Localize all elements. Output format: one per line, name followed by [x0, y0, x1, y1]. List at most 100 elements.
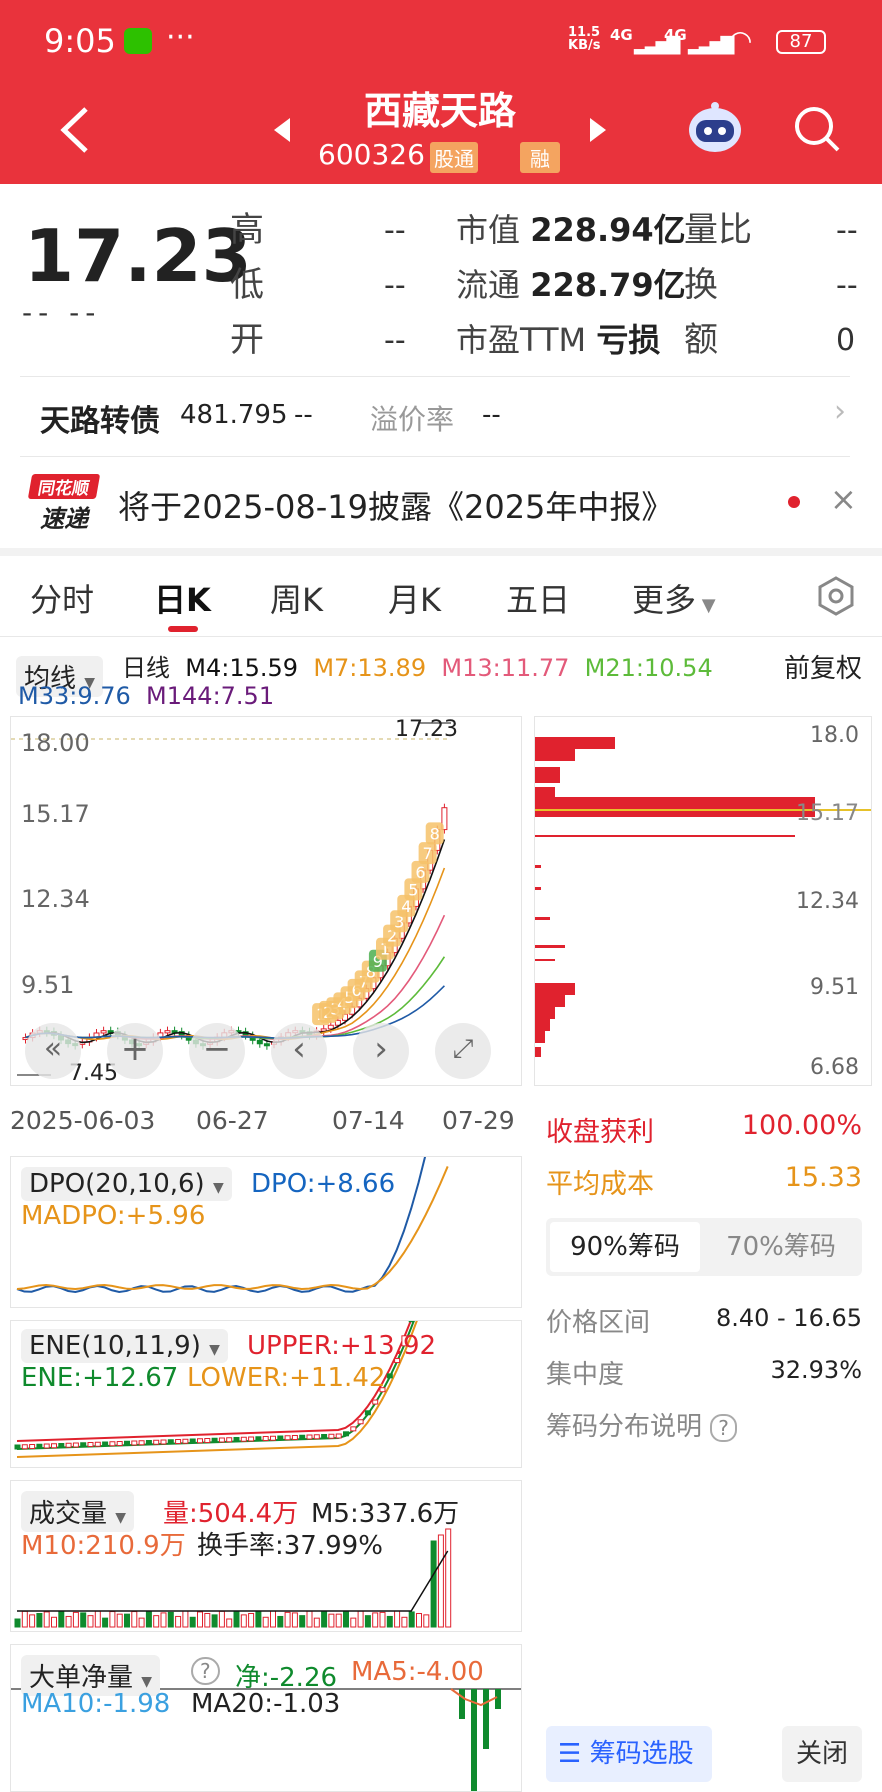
tab-intraday[interactable]: 分时 — [30, 581, 95, 619]
help-icon[interactable]: ? — [191, 1657, 220, 1685]
volume-indicator-dropdown[interactable]: 成交量 ▼ — [21, 1491, 135, 1532]
td-count-label: 6 — [415, 863, 425, 882]
tab-five-day[interactable]: 五日 — [506, 581, 571, 619]
high-label: 高 — [230, 210, 264, 250]
tab-daily-k[interactable]: 日K — [154, 581, 211, 619]
td-count-badge — [418, 842, 437, 865]
volume-bar — [65, 1615, 72, 1628]
volume-bar — [80, 1612, 87, 1628]
volume-bar — [51, 1616, 57, 1628]
candle — [100, 1030, 107, 1034]
zoom-out-icon[interactable]: − — [189, 1023, 245, 1079]
bond-change: -- — [294, 400, 313, 430]
chip-y-tick: 12.34 — [796, 889, 859, 914]
turnover-rate: 换手率:37.99% — [197, 1525, 383, 1562]
volume-bar — [343, 1611, 349, 1628]
vol-ratio-value: -- — [836, 213, 858, 248]
search-icon[interactable] — [792, 104, 842, 154]
volume-bar — [87, 1615, 94, 1628]
back-icon[interactable] — [58, 105, 92, 155]
next-stock-icon[interactable] — [588, 116, 608, 144]
volume-m5: M5:337.6万 — [311, 1499, 460, 1529]
candle — [263, 1043, 270, 1047]
chip-bar — [535, 887, 541, 890]
convertible-bond-row[interactable]: 天路转债 481.795 -- 溢价率 -- › — [20, 388, 862, 452]
signal-4g-2: 4G — [664, 26, 687, 44]
volume-bar — [167, 1611, 174, 1628]
dpo-name: DPO(20,10,6) — [29, 1169, 205, 1199]
volume-m10: M10:210.9万 — [21, 1531, 186, 1561]
chevron-right-icon: › — [834, 394, 846, 429]
volume-panel[interactable]: 成交量 ▼ 量:504.4万 M5:337.6万 M10:210.9万 换手率:… — [10, 1480, 522, 1632]
ma33-label: M33:9.76 — [18, 682, 131, 710]
dpo-indicator-dropdown[interactable]: DPO(20,10,6) ▼ — [21, 1167, 232, 1201]
volume-bar — [321, 1611, 328, 1628]
turnover-label: 换 — [684, 265, 718, 305]
zoom-out-full-icon[interactable]: « — [25, 1023, 81, 1079]
kline-chart-panel[interactable]: 12345678912345678 18.00 15.17 12.34 9.51… — [10, 716, 522, 1086]
chip-distribution-panel[interactable]: 18.0 15.17 12.34 9.51 6.68 — [534, 716, 872, 1086]
float-label: 流通 — [456, 266, 521, 304]
td-count-label: 4 — [401, 897, 411, 916]
net-speed: 11.5 — [568, 25, 601, 40]
volume-bar — [313, 1617, 320, 1628]
tab-more[interactable]: 更多 ▼ — [632, 575, 716, 621]
ene-value: ENE:+12.67 — [21, 1363, 179, 1393]
volume-bar — [102, 1617, 109, 1628]
ene-candle — [131, 1440, 138, 1446]
scroll-left-icon[interactable]: ‹ — [271, 1023, 327, 1079]
ene-candle — [262, 1436, 269, 1441]
volume-bar — [284, 1611, 291, 1628]
net-unit: KB/s — [568, 38, 601, 53]
tab-weekly-k[interactable]: 周K — [270, 581, 323, 619]
chip-bar — [535, 767, 560, 783]
ene-candle — [240, 1436, 247, 1442]
tab-monthly-k[interactable]: 月K — [388, 581, 441, 619]
dropdown-arrow-icon: ▼ — [212, 1180, 224, 1196]
scroll-right-icon[interactable]: › — [353, 1023, 409, 1079]
robot-assistant-icon[interactable] — [686, 100, 744, 156]
ma144-label: M144:7.51 — [146, 682, 275, 710]
ene-panel[interactable]: ENE(10,11,9) ▼ UPPER:+13.92 ENE:+12.67 L… — [10, 1171, 522, 1468]
big-order-indicator-dropdown[interactable]: 大单净量 ▼ — [21, 1655, 161, 1696]
volume-bar — [218, 1610, 225, 1628]
avg-cost-label: 平均成本 — [546, 1169, 654, 1200]
close-chips-button[interactable]: 关闭 — [782, 1726, 862, 1782]
indicator-dropdown[interactable]: 均线 ▼ — [16, 656, 104, 697]
concentration-label: 集中度 — [546, 1360, 625, 1390]
ene-indicator-dropdown[interactable]: ENE(10,11,9) ▼ — [21, 1329, 228, 1363]
volume-bar — [21, 1610, 28, 1628]
y-tick: 9.51 — [21, 971, 75, 999]
ene-lower-value: LOWER:+11.42 — [187, 1363, 386, 1393]
ene-candle — [65, 1442, 72, 1448]
dpo-panel[interactable]: DPO(20,10,6) ▼ DPO:+8.66 MADPO:+5.96 — [10, 1049, 522, 1308]
tab-90-chips[interactable]: 90%筹码 — [550, 1222, 700, 1272]
notice-bar[interactable]: 同花顺 速递 将于2025-08-19披露《2025年中报》 × — [0, 462, 882, 542]
x-tick: 07-14 — [332, 1106, 405, 1135]
chip-y-tick: 15.17 — [796, 801, 859, 826]
zoom-in-icon[interactable]: + — [107, 1023, 163, 1079]
open-value: -- — [384, 323, 406, 358]
chip-explain-link[interactable]: 筹码分布说明 ? — [546, 1406, 737, 1443]
volume-bar — [58, 1610, 65, 1628]
ene-candle — [211, 1437, 218, 1443]
volume-bar — [226, 1618, 233, 1628]
ene-candle — [138, 1440, 145, 1446]
x-tick: 07-29 — [442, 1106, 515, 1135]
ene-candle — [175, 1439, 182, 1444]
chip-bar — [535, 835, 795, 837]
ths-express-logo: 同花顺 速递 — [27, 474, 101, 533]
prev-stock-icon[interactable] — [272, 116, 292, 144]
fullscreen-icon[interactable]: ⤢ — [435, 1023, 491, 1079]
settings-icon[interactable] — [816, 576, 856, 616]
tab-70-chips[interactable]: 70%筹码 — [726, 1232, 836, 1262]
ene-name: ENE(10,11,9) — [29, 1331, 201, 1361]
ene-line — [16, 1210, 449, 1442]
volume-bar — [94, 1610, 101, 1628]
adjust-mode[interactable]: 前复权 — [784, 654, 863, 684]
ene-candle — [248, 1436, 255, 1442]
volume-bar — [14, 1618, 21, 1628]
big-order-panel[interactable]: 大单净量 ▼ ? 净:-2.26 MA5:-4.00 MA10:-1.98 MA… — [10, 1644, 522, 1792]
close-icon[interactable]: × — [830, 480, 857, 518]
chip-stock-pick-button[interactable]: ☰ 筹码选股 — [546, 1726, 712, 1782]
